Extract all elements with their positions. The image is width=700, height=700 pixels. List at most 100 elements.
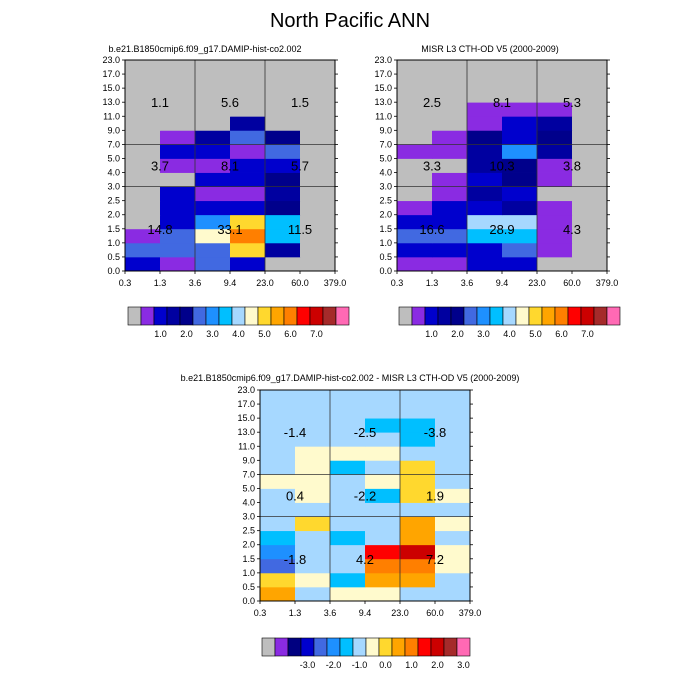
heatmap-cell xyxy=(230,144,266,159)
region-value-label: -2.5 xyxy=(354,425,376,440)
heatmap-cell xyxy=(125,88,161,103)
y-tick-label: 13.0 xyxy=(237,427,255,437)
heatmap-cell xyxy=(330,530,366,546)
y-tick-label: 11.0 xyxy=(238,441,255,451)
heatmap-cell xyxy=(435,530,471,546)
heatmap-cell xyxy=(502,214,538,230)
x-tick-label: 379.0 xyxy=(596,278,619,288)
heatmap-cell xyxy=(295,502,331,517)
heatmap-cell xyxy=(467,102,503,117)
heatmap-cell xyxy=(467,172,503,187)
y-tick-label: 1.5 xyxy=(242,554,255,564)
colorbar-tick-label: 2.0 xyxy=(431,660,444,670)
heatmap-cell xyxy=(160,88,196,103)
heatmap-cell xyxy=(467,60,503,75)
y-tick-label: 15.0 xyxy=(374,83,392,93)
heatmap-cell xyxy=(432,158,468,173)
y-tick-label: 0.5 xyxy=(107,252,120,262)
colorbar-swatch xyxy=(417,637,432,657)
heatmap-cell xyxy=(265,88,301,103)
colorbar-tick-label: 3.0 xyxy=(477,329,490,339)
heatmap-cell xyxy=(260,558,296,574)
heatmap-cell xyxy=(537,256,573,272)
heatmap-cell xyxy=(300,60,336,75)
heatmap-cell xyxy=(230,256,266,272)
heatmap-cell xyxy=(467,88,503,103)
y-tick-label: 0.5 xyxy=(242,582,255,592)
heatmap-cell xyxy=(125,158,161,173)
y-tick-label: 5.0 xyxy=(107,153,120,163)
heatmap-cell xyxy=(397,130,433,145)
heatmap-cell xyxy=(265,144,301,159)
heatmap-cell xyxy=(572,116,608,131)
heatmap-cell xyxy=(397,242,433,258)
heatmap-cell xyxy=(300,172,336,187)
y-tick-label: 0.0 xyxy=(242,596,255,606)
heatmap-cell xyxy=(295,418,331,433)
x-tick-label: 379.0 xyxy=(324,278,347,288)
x-tick-label: 3.6 xyxy=(324,608,337,618)
heatmap-cell xyxy=(330,390,366,405)
heatmap-cell xyxy=(330,446,366,461)
heatmap-cell xyxy=(397,172,433,187)
region-value-label: 11.5 xyxy=(288,222,312,237)
colorbar-swatch xyxy=(424,306,439,326)
x-tick-label: 1.3 xyxy=(154,278,167,288)
heatmap-cell xyxy=(400,460,436,475)
heatmap-cell xyxy=(230,74,266,89)
heatmap-cell xyxy=(572,88,608,103)
heatmap-cell xyxy=(502,172,538,187)
heatmap-cell xyxy=(125,228,161,244)
heatmap-cell xyxy=(400,474,436,489)
heatmap-cell xyxy=(365,586,401,602)
colorbar-swatch xyxy=(205,306,220,326)
heatmap-cell xyxy=(160,214,196,230)
colorbar-swatch xyxy=(339,637,354,657)
heatmap-cell xyxy=(467,144,503,159)
y-tick-label: 1.0 xyxy=(242,568,255,578)
heatmap-cell xyxy=(435,390,471,405)
colorbar-swatch xyxy=(378,637,393,657)
heatmap-cell xyxy=(125,60,161,75)
heatmap-cell xyxy=(265,256,301,272)
heatmap-cell xyxy=(572,186,608,202)
heatmap-cell xyxy=(195,158,231,173)
y-tick-label: 13.0 xyxy=(374,97,392,107)
heatmap-cell xyxy=(195,200,231,216)
y-tick-label: 23.0 xyxy=(374,55,392,65)
colorbar-swatch xyxy=(437,306,452,326)
region-value-label: 4.3 xyxy=(563,222,581,237)
y-tick-label: 23.0 xyxy=(102,55,120,65)
heatmap-cell xyxy=(330,558,366,574)
heatmap-cell xyxy=(125,172,161,187)
heatmap-cell xyxy=(265,74,301,89)
y-tick-label: 15.0 xyxy=(102,83,120,93)
colorbar-swatch xyxy=(257,306,272,326)
y-tick-label: 3.0 xyxy=(107,182,120,192)
heatmap-cell xyxy=(160,74,196,89)
heatmap-cell xyxy=(160,186,196,202)
heatmap-cell xyxy=(195,88,231,103)
x-tick-label: 23.0 xyxy=(391,608,409,618)
heatmap-cell xyxy=(260,460,296,475)
heatmap-cell xyxy=(265,214,301,230)
heatmap-cell xyxy=(300,228,336,244)
heatmap-cell xyxy=(537,172,573,187)
heatmap-cell xyxy=(572,200,608,216)
heatmap-cell xyxy=(397,102,433,117)
heatmap-cell xyxy=(365,418,401,433)
heatmap-cell xyxy=(572,256,608,272)
heatmap-cell xyxy=(330,516,366,532)
colorbar-swatch xyxy=(287,637,302,657)
heatmap-cell xyxy=(435,418,471,433)
heatmap-cell xyxy=(467,130,503,145)
colorbar-swatch xyxy=(300,637,315,657)
region-value-label: -1.8 xyxy=(284,552,306,567)
colorbar-tick-label: 1.0 xyxy=(154,329,167,339)
region-value-label: -2.2 xyxy=(354,489,376,504)
heatmap-cell xyxy=(260,488,296,503)
heatmap-cell xyxy=(502,228,538,244)
y-tick-label: 5.0 xyxy=(379,153,392,163)
heatmap-cell xyxy=(397,256,433,272)
heatmap-cell xyxy=(195,102,231,117)
